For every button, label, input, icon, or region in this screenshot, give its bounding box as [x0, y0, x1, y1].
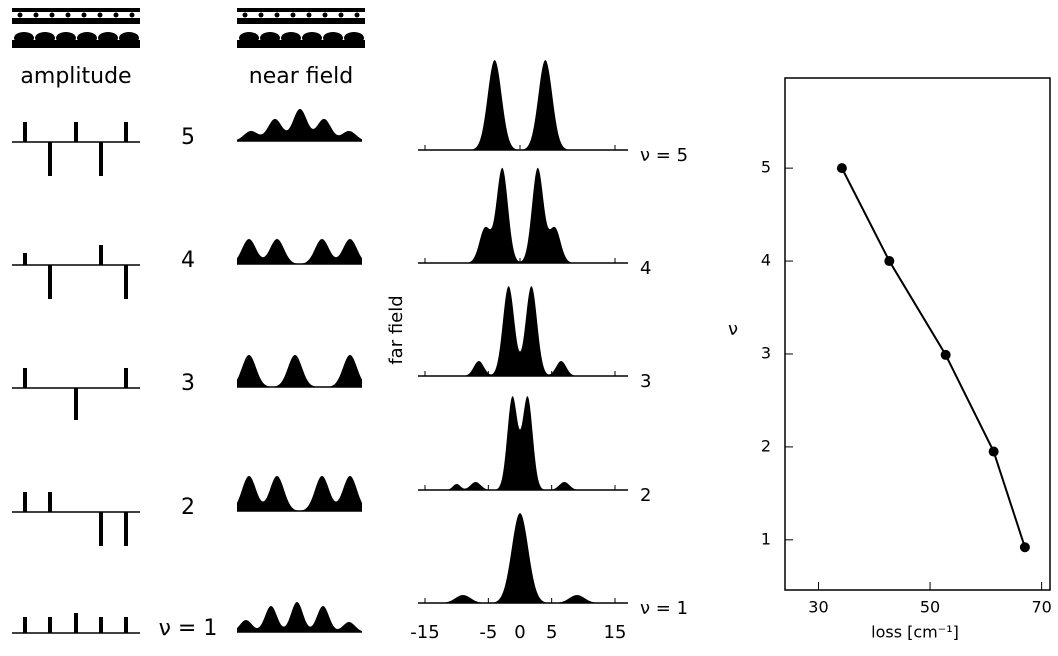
- far-tick-label: 0: [514, 622, 525, 643]
- icon-dot: [242, 12, 248, 18]
- waveguide-icon: [12, 8, 365, 48]
- far-tick-label: 5: [546, 622, 557, 643]
- icon-bump: [302, 32, 322, 44]
- amplitude-stick: [23, 253, 27, 265]
- icon-bump: [56, 32, 76, 44]
- far-field-profile: [418, 60, 628, 150]
- data-point: [1019, 542, 1030, 553]
- icon-dot: [97, 12, 103, 18]
- icon-bump: [323, 32, 343, 44]
- far-mode-label: 4: [640, 258, 651, 279]
- amplitude-stick: [48, 492, 52, 512]
- icon-dot: [129, 12, 135, 18]
- amplitude-stick: [23, 492, 27, 512]
- icon-dot: [258, 12, 264, 18]
- mode-label: 2: [181, 495, 195, 520]
- x-axis-label: loss [cm⁻¹]: [871, 623, 959, 642]
- icon-bump: [14, 32, 34, 44]
- amplitude-stick: [99, 512, 103, 546]
- icon-bump: [77, 32, 97, 44]
- icon-dot: [81, 12, 87, 18]
- amplitude-stick: [124, 368, 128, 388]
- icon-dot: [290, 12, 296, 18]
- plot-frame: [784, 77, 1051, 591]
- amplitude-stick: [99, 617, 103, 633]
- icon-dot: [354, 12, 360, 18]
- amplitude-stick: [74, 388, 78, 420]
- far-mode-label: ν = 5: [640, 145, 688, 166]
- data-point: [988, 446, 999, 457]
- near-field-profile: [237, 602, 362, 632]
- icon-dot: [113, 12, 119, 18]
- amplitude-stick: [124, 617, 128, 633]
- far-field-profile: [418, 167, 628, 263]
- mode-label: 4: [181, 248, 195, 273]
- data-line: [841, 167, 1026, 548]
- amplitude-stick: [124, 512, 128, 546]
- icon-dot: [17, 12, 23, 18]
- near-field-profile: [237, 355, 362, 387]
- icon-bump: [35, 32, 55, 44]
- icon-dot: [306, 12, 312, 18]
- icon-bump: [239, 32, 259, 44]
- y-tick-label: 1: [761, 529, 771, 548]
- amplitude-label: amplitude: [20, 64, 131, 89]
- far-field-profile: [418, 513, 628, 603]
- data-point: [940, 349, 951, 360]
- mode-label: ν = 1: [159, 616, 218, 641]
- near-field-label: near field: [249, 64, 353, 89]
- mode-label: 5: [181, 125, 195, 150]
- amplitude-stick: [48, 617, 52, 633]
- near-field-profile: [237, 108, 362, 141]
- x-tick-label: 50: [920, 598, 940, 617]
- near-field-profile: [237, 476, 362, 511]
- y-axis-label: ν: [728, 319, 738, 340]
- icon-dot: [322, 12, 328, 18]
- icon-dot: [65, 12, 71, 18]
- far-field-profile: [418, 286, 628, 376]
- far-field-profile: [418, 396, 628, 490]
- icon-bump: [119, 32, 139, 44]
- data-point: [884, 256, 895, 267]
- icon-bump: [281, 32, 301, 44]
- far-tick-label: 15: [604, 622, 627, 643]
- far-mode-label: 3: [640, 371, 651, 392]
- amplitude-stick: [74, 122, 78, 142]
- amplitude-stick: [23, 368, 27, 388]
- x-tick-label: 30: [808, 598, 828, 617]
- far-tick-label: -15: [410, 622, 439, 643]
- amplitude-stick: [48, 265, 52, 299]
- icon-bump: [344, 32, 364, 44]
- amplitude-stick: [99, 245, 103, 265]
- data-point: [836, 163, 847, 174]
- near-field-profile: [237, 239, 362, 264]
- x-tick-label: 70: [1031, 598, 1051, 617]
- mode-label: 3: [181, 371, 195, 396]
- icon-dot: [338, 12, 344, 18]
- y-tick-label: 3: [761, 343, 771, 362]
- amplitude-stick: [48, 142, 52, 176]
- amplitude-stick: [23, 617, 27, 633]
- amplitude-stick: [23, 122, 27, 142]
- far-tick-label: -5: [479, 622, 497, 643]
- amplitude-stick: [99, 142, 103, 176]
- amplitude-stick: [74, 613, 78, 633]
- y-tick-label: 2: [761, 436, 771, 455]
- icon-bump: [98, 32, 118, 44]
- icon-dot: [49, 12, 55, 18]
- far-field-label: far field: [386, 295, 407, 364]
- icon-bump: [260, 32, 280, 44]
- amplitude-stick: [124, 122, 128, 142]
- icon-dot: [33, 12, 39, 18]
- y-tick-label: 5: [761, 158, 771, 177]
- icon-dot: [274, 12, 280, 18]
- far-mode-label: 2: [640, 485, 651, 506]
- y-tick-label: 4: [761, 251, 771, 270]
- far-mode-label: ν = 1: [640, 598, 688, 619]
- amplitude-stick: [124, 265, 128, 299]
